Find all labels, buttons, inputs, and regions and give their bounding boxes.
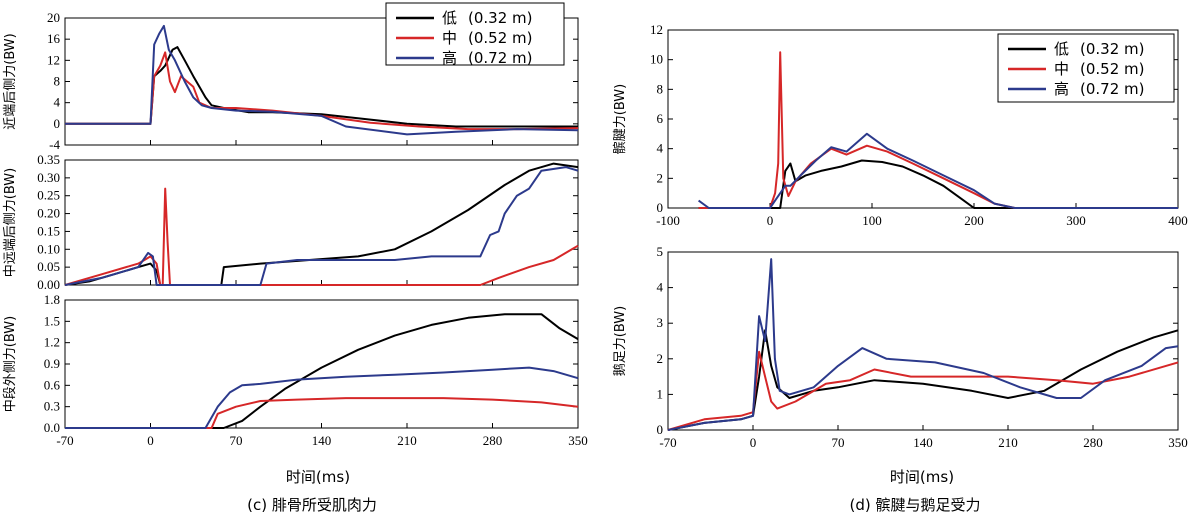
series-line-mid — [64, 187, 579, 286]
y-tick-label: 0.05 — [37, 259, 60, 274]
x-tick-label: 140 — [913, 435, 933, 450]
y-tick-label: 0 — [657, 422, 664, 437]
series-line-mid — [698, 51, 1178, 209]
y-tick-label: 16 — [47, 31, 61, 46]
y-axis-label: 髌腱力(BW) — [612, 84, 628, 154]
y-tick-label: 12 — [47, 52, 60, 67]
chart-panel-2: 0.00 0.05 0.10 0.15 0.20 0.25 0.30 0.35 中远端后侧力(B… — [3, 152, 579, 292]
y-axis-label: 中远端后侧力(BW) — [3, 168, 18, 277]
caption-left-text: (c) 腓骨所受肌肉力 — [247, 496, 377, 514]
series-line-high — [698, 132, 1178, 209]
series-line-high — [64, 166, 579, 286]
legend-label: 中 — [442, 29, 457, 47]
caption-right-text: (d) 髌腱与鹅足受力 — [850, 496, 981, 514]
y-tick-label: 0.20 — [37, 206, 60, 221]
series-line-mid — [65, 397, 579, 429]
y-tick-label: 2 — [657, 351, 664, 366]
legend-label: 高 — [1054, 80, 1069, 98]
y-tick-label: 4 — [657, 280, 664, 295]
chart-panel-3: 0.0 0.3 0.6 0.9 1.2 1.5 1.8 -70 0 70 140 210 280 350 中… — [3, 292, 588, 448]
legend-box — [385, 2, 565, 66]
series-line-low — [698, 159, 1178, 209]
x-tick-label: 0 — [767, 213, 774, 228]
series-line-high — [65, 366, 579, 429]
legend-value: (0.72 m) — [1080, 80, 1144, 98]
y-axis-label: 近端后侧力(BW) — [3, 33, 18, 129]
xlabel-left: 时间(ms) — [286, 468, 350, 486]
y-tick-label: 5 — [657, 244, 664, 259]
y-tick-label: 8 — [54, 74, 61, 89]
legend-label: 中 — [1054, 60, 1069, 78]
x-tick-label: 0 — [750, 435, 757, 450]
y-tick-label: 0.00 — [37, 277, 60, 292]
x-tick-label: 280 — [1083, 435, 1103, 450]
legend: 低 (0.32 m) 中 (0.52 m) 高 (0.72 m) — [997, 33, 1175, 103]
legend-value: (0.72 m) — [468, 49, 532, 67]
x-tick-label: 100 — [862, 213, 882, 228]
x-tick-label: 70 — [832, 435, 845, 450]
x-tick-label: -70 — [659, 435, 676, 450]
y-tick-label: 0 — [54, 116, 61, 131]
legend-value: (0.32 m) — [468, 9, 532, 27]
y-tick-label: 1.5 — [44, 313, 60, 328]
series-line-mid — [65, 51, 579, 131]
x-tick-label: -70 — [56, 433, 73, 448]
legend-value: (0.32 m) — [1080, 40, 1144, 58]
y-tick-label: 0.6 — [44, 377, 61, 392]
y-tick-label: -4 — [49, 137, 60, 152]
y-tick-label: 12 — [650, 22, 663, 37]
legend-value: (0.52 m) — [1080, 60, 1144, 78]
series-line-low — [65, 313, 579, 429]
y-tick-label: 0.3 — [44, 399, 60, 414]
legend-label: 高 — [442, 49, 457, 67]
series-line-high — [65, 24, 579, 136]
y-tick-label: 3 — [657, 315, 664, 330]
y-tick-label: 0.9 — [44, 356, 60, 371]
y-tick-label: 20 — [47, 10, 60, 25]
y-tick-label: 1.8 — [44, 292, 60, 307]
y-tick-label: 0.35 — [37, 152, 60, 167]
y-tick-label: 2 — [657, 170, 664, 185]
legend-label: 低 — [1054, 40, 1069, 58]
y-tick-label: 6 — [657, 111, 664, 126]
legend-value: (0.52 m) — [468, 29, 532, 47]
x-tick-label: 70 — [230, 433, 243, 448]
y-tick-label: 8 — [657, 81, 664, 96]
series-line-high — [667, 258, 1179, 431]
x-tick-label: 280 — [483, 433, 503, 448]
y-tick-label: 1 — [657, 386, 664, 401]
x-tick-label: 140 — [312, 433, 332, 448]
y-axis-label: 鹅足力(BW) — [612, 306, 628, 376]
x-tick-label: 350 — [568, 433, 588, 448]
x-tick-label: -100 — [656, 213, 680, 228]
y-tick-label: 0.0 — [44, 420, 60, 435]
y-tick-label: 4 — [657, 141, 664, 156]
legend-label: 低 — [442, 9, 457, 27]
chart-panel-1: -4 0 4 8 12 16 20 近端后侧力(BW) — [3, 10, 579, 152]
legend: 低 (0.32 m) 中 (0.52 m) 高 (0.72 m) — [385, 2, 565, 67]
series-line-low — [65, 46, 578, 128]
x-tick-label: 350 — [1168, 435, 1188, 450]
x-tick-label: 0 — [147, 433, 154, 448]
plot-frame — [667, 251, 1179, 431]
x-tick-label: 210 — [397, 433, 417, 448]
y-axis-label: 中段外侧力(BW) — [3, 316, 18, 412]
y-tick-label: 4 — [54, 95, 61, 110]
y-tick-label: 1.2 — [44, 335, 60, 350]
y-tick-label: 0.30 — [37, 170, 60, 185]
y-tick-label: 10 — [650, 52, 663, 67]
y-tick-label: 0.25 — [37, 188, 60, 203]
x-tick-label: 400 — [1168, 213, 1188, 228]
y-tick-label: 0.15 — [37, 223, 60, 238]
plot-frame — [64, 299, 579, 429]
x-tick-label: 210 — [998, 435, 1018, 450]
x-tick-label: 200 — [964, 213, 984, 228]
y-tick-label: 0 — [657, 200, 664, 215]
y-tick-label: 0.10 — [37, 241, 60, 256]
xlabel-right: 时间(ms) — [890, 468, 954, 486]
x-tick-label: 300 — [1066, 213, 1086, 228]
